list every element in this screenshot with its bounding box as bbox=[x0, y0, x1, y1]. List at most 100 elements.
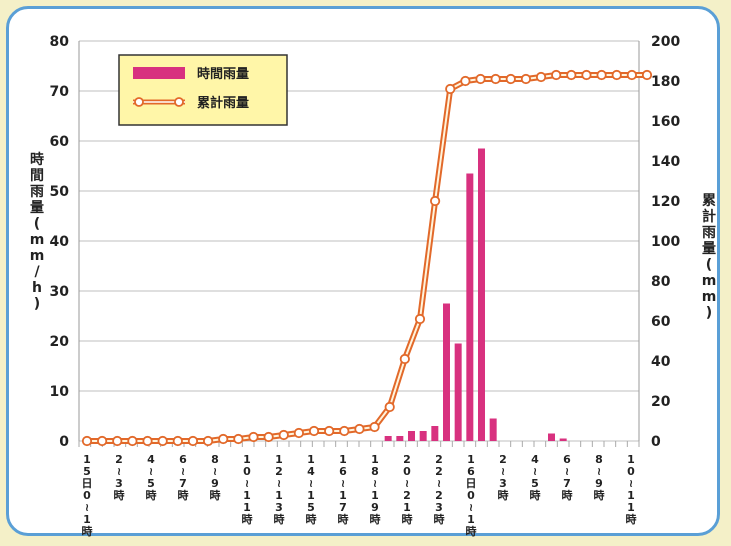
left-axis-title-char: 雨 bbox=[30, 184, 44, 200]
hourly-bar bbox=[559, 438, 567, 441]
x-axis-label-char: 2 bbox=[435, 453, 443, 466]
right-tick-label: 40 bbox=[651, 354, 671, 370]
x-axis-label-char: ≀ bbox=[213, 465, 217, 478]
x-axis-label-char: 0 bbox=[467, 489, 475, 502]
right-axis-title-char: 累 bbox=[702, 193, 716, 209]
x-axis-label-char: 1 bbox=[627, 489, 635, 502]
right-tick-label: 120 bbox=[651, 194, 680, 210]
hourly-bar bbox=[396, 436, 404, 441]
legend-box bbox=[118, 54, 288, 126]
x-axis-label-char: ≀ bbox=[341, 477, 345, 490]
x-axis-label-char: 時 bbox=[178, 488, 189, 502]
left-axis-title-char: / bbox=[34, 264, 40, 280]
left-tick-label: 50 bbox=[50, 184, 70, 200]
cumulative-point bbox=[581, 69, 592, 81]
x-axis-label-char: 8 bbox=[371, 465, 379, 478]
left-tick-label: 70 bbox=[50, 84, 70, 100]
cumulative-point bbox=[369, 421, 380, 433]
right-tick-label: 140 bbox=[651, 154, 680, 170]
x-axis-label-char: 時 bbox=[562, 488, 573, 502]
left-tick-label: 0 bbox=[59, 434, 69, 450]
cumulative-point bbox=[505, 73, 516, 85]
left-tick-label: 10 bbox=[50, 384, 70, 400]
x-axis-label-char: 1 bbox=[307, 489, 315, 502]
cumulative-point bbox=[127, 435, 138, 447]
left-axis-ticks: 0 10 20 30 40 50 60 70 80 bbox=[50, 34, 70, 450]
x-axis-label-char: ≀ bbox=[629, 477, 633, 490]
cumulative-point bbox=[384, 401, 395, 413]
left-axis-title-char: ) bbox=[34, 296, 40, 312]
x-axis-label-char: 6 bbox=[179, 453, 187, 466]
x-axis-label-char: 1 bbox=[467, 453, 475, 466]
x-axis-label-char: 9 bbox=[371, 501, 379, 514]
left-tick-label: 30 bbox=[50, 284, 70, 300]
x-axis-label-char: ≀ bbox=[181, 465, 185, 478]
x-axis-label-char: 3 bbox=[115, 477, 123, 490]
x-axis-label-char: ≀ bbox=[437, 477, 441, 490]
x-axis-label-char: 9 bbox=[595, 477, 603, 490]
x-axis-label-char: 5 bbox=[83, 465, 91, 478]
x-axis-label-char: 時 bbox=[242, 512, 253, 526]
right-axis-title-char: ( bbox=[706, 257, 712, 273]
cumulative-point bbox=[566, 69, 577, 81]
x-axis-label-char: 1 bbox=[627, 453, 635, 466]
x-axis-label-char: 1 bbox=[339, 489, 347, 502]
x-axis-label-char: 時 bbox=[338, 512, 349, 526]
right-axis-title-char: 量 bbox=[702, 241, 716, 257]
hourly-bars bbox=[384, 148, 567, 441]
x-axis-label-char: ≀ bbox=[117, 465, 121, 478]
legend-label-hourly: 時間雨量 bbox=[197, 66, 249, 82]
left-axis-title-char: m bbox=[30, 248, 45, 264]
x-axis-label-char: 5 bbox=[307, 501, 315, 514]
right-axis-title-char: m bbox=[702, 273, 717, 289]
x-axis-label-char: 2 bbox=[499, 453, 507, 466]
x-axis-label-char: ≀ bbox=[405, 477, 409, 490]
x-axis-label-char: ≀ bbox=[245, 477, 249, 490]
cumulative-point bbox=[172, 435, 183, 447]
hourly-bar bbox=[478, 148, 485, 441]
cumulative-point bbox=[202, 435, 214, 447]
legend-bar-swatch bbox=[133, 67, 185, 79]
hourly-bar bbox=[384, 436, 392, 441]
x-axis-label-char: ≀ bbox=[533, 465, 537, 478]
cumulative-point bbox=[475, 73, 486, 85]
right-tick-label: 20 bbox=[651, 394, 671, 410]
right-tick-label: 200 bbox=[651, 34, 680, 50]
cumulative-point bbox=[535, 71, 547, 83]
x-axis-label-char: 時 bbox=[210, 488, 221, 502]
x-axis-label-char: ≀ bbox=[373, 477, 377, 490]
x-axis-label-char: 時 bbox=[434, 512, 445, 526]
x-axis-label-char: 5 bbox=[531, 477, 539, 490]
x-axis-label-char: 1 bbox=[275, 489, 283, 502]
x-axis-label-char: 時 bbox=[146, 488, 157, 502]
hourly-bar bbox=[408, 431, 415, 441]
x-axis-label-char: 0 bbox=[403, 465, 411, 478]
cumulative-point bbox=[157, 435, 168, 447]
legend-label-cumulative: 累計雨量 bbox=[197, 95, 249, 111]
x-axis-label-char: 0 bbox=[83, 489, 91, 502]
left-tick-label: 40 bbox=[50, 234, 70, 250]
x-axis-label-char: 1 bbox=[83, 513, 91, 526]
x-axis-label-char: 時 bbox=[594, 488, 605, 502]
x-axis-label-char: 1 bbox=[243, 489, 251, 502]
x-axis-label-char: 2 bbox=[275, 465, 283, 478]
x-axis-label-char: 9 bbox=[211, 477, 219, 490]
x-axis-label-char: 1 bbox=[243, 453, 251, 466]
right-axis-title-char: 計 bbox=[702, 208, 716, 225]
x-axis-label-char: ≀ bbox=[85, 501, 89, 514]
x-axis-label-char: 3 bbox=[499, 477, 507, 490]
cumulative-line bbox=[81, 69, 653, 447]
right-axis-title-char: m bbox=[702, 289, 717, 305]
left-axis-title-char: ( bbox=[34, 216, 40, 232]
left-axis-title-char: h bbox=[32, 280, 42, 296]
x-axis-label-char: ≀ bbox=[309, 477, 313, 490]
cumulative-point bbox=[354, 423, 365, 435]
left-tick-label: 60 bbox=[50, 134, 70, 150]
x-axis-label-char: 6 bbox=[339, 465, 347, 478]
x-axis-label-char: 1 bbox=[307, 453, 315, 466]
x-axis-label-char: 時 bbox=[626, 512, 637, 526]
x-axis-label-char: 2 bbox=[435, 489, 443, 502]
left-tick-label: 20 bbox=[50, 334, 70, 350]
hourly-bar bbox=[454, 343, 462, 441]
left-axis-title-char: 時 bbox=[30, 151, 44, 168]
